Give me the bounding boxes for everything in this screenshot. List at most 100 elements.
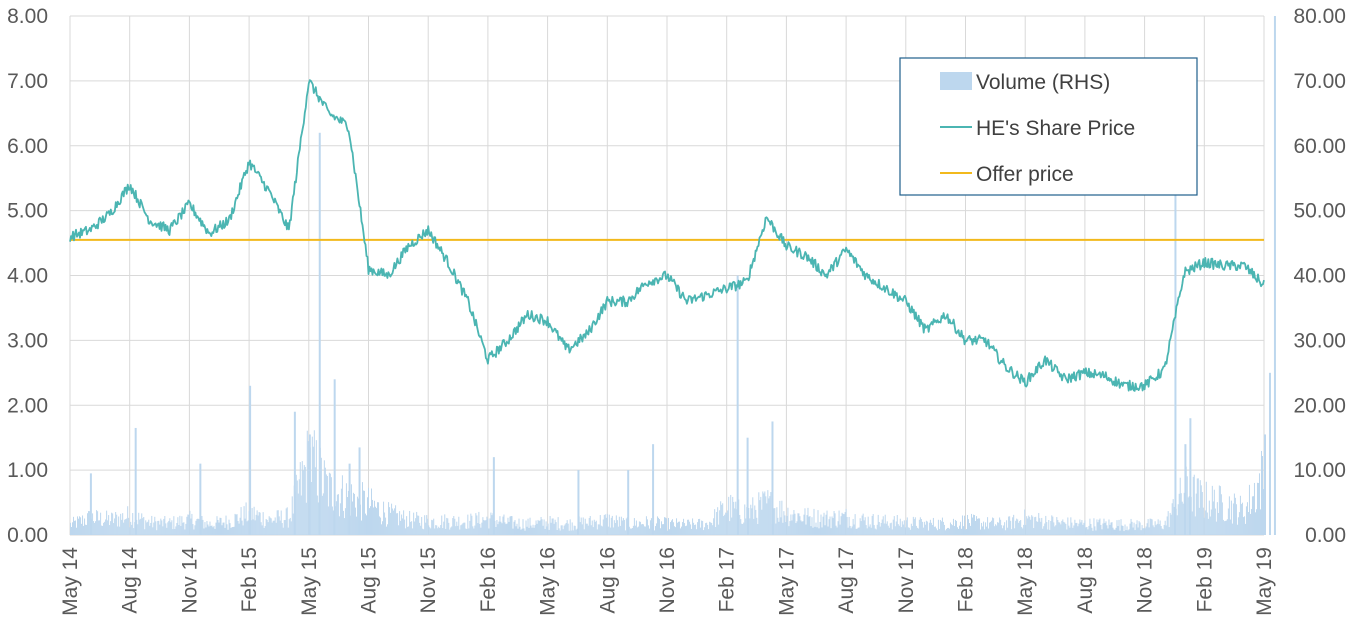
- volume-bar: [786, 515, 788, 535]
- volume-bar: [212, 527, 214, 535]
- volume-bar: [774, 508, 776, 535]
- volume-bar: [421, 516, 423, 535]
- volume-bar: [886, 521, 888, 535]
- volume-bar: [656, 516, 658, 535]
- volume-bar: [631, 527, 633, 535]
- volume-bar: [1035, 516, 1037, 535]
- volume-bar: [871, 515, 873, 535]
- volume-bar: [1019, 521, 1021, 535]
- volume-bar: [719, 510, 721, 535]
- volume-bar: [532, 524, 534, 535]
- volume-bar: [76, 527, 78, 535]
- volume-bar: [542, 525, 544, 535]
- volume-bar: [396, 513, 398, 535]
- volume-bar: [806, 515, 808, 535]
- volume-bar: [1212, 501, 1214, 535]
- volume-bar: [265, 518, 267, 535]
- volume-bar: [583, 529, 585, 535]
- volume-spike: [134, 427, 137, 535]
- volume-bar: [454, 518, 456, 535]
- volume-bar: [148, 519, 150, 535]
- volume-bar: [1054, 526, 1056, 535]
- volume-bar: [574, 525, 576, 535]
- volume-bar: [791, 520, 793, 535]
- x-tick-label: Nov 15: [417, 547, 440, 614]
- volume-bar: [653, 530, 655, 535]
- volume-bar: [357, 498, 359, 535]
- right-y-axis: 0.00 10.00 20.00 30.00 40.00 50.00 60.00 70.00 8…: [1293, 5, 1346, 547]
- volume-bar: [647, 525, 649, 535]
- volume-bar: [931, 524, 933, 535]
- volume-bar: [908, 527, 910, 535]
- volume-bar: [729, 521, 731, 535]
- volume-bar: [1025, 524, 1027, 535]
- volume-bar: [425, 522, 427, 535]
- volume-bar: [290, 521, 292, 535]
- x-tick-label: Nov 16: [656, 547, 679, 614]
- volume-bar: [785, 522, 787, 535]
- volume-bar: [394, 508, 396, 535]
- volume-bar: [835, 525, 837, 535]
- volume-bar: [226, 524, 228, 535]
- volume-bar: [1210, 509, 1212, 535]
- volume-bar: [792, 514, 794, 535]
- volume-bar: [398, 525, 400, 535]
- volume-bar: [813, 508, 815, 535]
- volume-bar: [201, 516, 203, 535]
- volume-bar: [136, 519, 138, 535]
- volume-bar: [1057, 520, 1059, 535]
- volume-bar: [1245, 506, 1247, 535]
- volume-bar: [401, 514, 403, 535]
- volume-bar: [1134, 530, 1136, 535]
- volume-bar: [978, 518, 980, 535]
- volume-bar: [217, 519, 219, 535]
- volume-bar: [297, 493, 299, 535]
- volume-bar: [1065, 523, 1067, 535]
- volume-bar: [446, 517, 448, 535]
- right-tick-label: 30.00: [1293, 329, 1346, 352]
- volume-bar: [679, 521, 681, 535]
- volume-bar: [75, 520, 77, 535]
- volume-bar: [292, 513, 294, 535]
- volume-bar: [743, 522, 745, 535]
- volume-bar: [498, 521, 500, 535]
- volume-bar: [466, 529, 468, 535]
- volume-bar: [936, 530, 938, 535]
- volume-bar: [644, 526, 646, 535]
- volume-bar: [184, 529, 186, 535]
- volume-bar: [674, 526, 676, 535]
- volume-bar: [579, 522, 581, 535]
- volume-bar: [659, 528, 661, 535]
- volume-bar: [1005, 530, 1007, 535]
- volume-bar: [375, 506, 377, 535]
- volume-spike: [89, 473, 92, 535]
- volume-bar: [905, 520, 907, 535]
- volume-bar: [1120, 519, 1122, 535]
- volume-bar: [1031, 515, 1033, 535]
- volume-bar: [144, 529, 146, 535]
- volume-bar: [100, 512, 102, 535]
- volume-bar: [1108, 519, 1110, 535]
- volume-bar: [484, 520, 486, 535]
- volume-bar: [112, 513, 114, 535]
- volume-bar: [551, 518, 553, 535]
- volume-bar: [864, 517, 866, 535]
- volume-bar: [594, 521, 596, 535]
- volume-bar: [921, 521, 923, 535]
- volume-bar: [1083, 522, 1085, 535]
- volume-bar: [175, 526, 177, 535]
- volume-bar: [124, 519, 126, 535]
- volume-bar: [81, 523, 83, 535]
- volume-bar: [186, 516, 188, 535]
- volume-bar: [263, 527, 265, 535]
- volume-bar: [1097, 522, 1099, 535]
- volume-bar: [556, 529, 558, 535]
- volume-bar: [984, 529, 986, 535]
- volume-bar: [725, 512, 727, 535]
- volume-bar: [370, 506, 372, 535]
- volume-bar: [260, 522, 262, 535]
- volume-bar: [745, 518, 747, 535]
- volume-bar: [1244, 523, 1246, 535]
- volume-bar: [1114, 529, 1116, 535]
- volume-bar: [609, 527, 611, 535]
